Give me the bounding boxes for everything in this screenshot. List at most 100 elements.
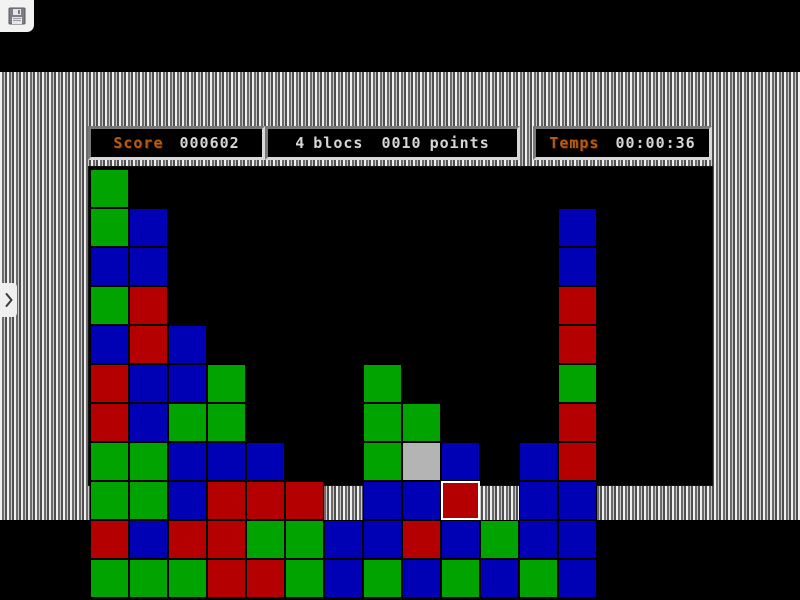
block-cell-green[interactable] [558, 364, 597, 403]
block-cell-blue[interactable] [519, 442, 558, 481]
block-cell-blue[interactable] [363, 520, 402, 559]
block-cell-blue[interactable] [363, 481, 402, 520]
block-cell-blue[interactable] [558, 481, 597, 520]
sidebar-expander-tab[interactable] [0, 283, 17, 317]
block-cell-red[interactable] [129, 286, 168, 325]
block-cell-green[interactable] [363, 442, 402, 481]
block-cell-green[interactable] [363, 403, 402, 442]
block-cell-green[interactable] [129, 481, 168, 520]
block-cell-empty [324, 325, 363, 364]
block-cell-red[interactable] [246, 559, 285, 598]
block-cell-blue[interactable] [129, 364, 168, 403]
block-cell-blue[interactable] [324, 559, 363, 598]
time-panel: Temps 00:00:36 [533, 126, 712, 160]
block-cell-blue[interactable] [558, 247, 597, 286]
block-cell-red[interactable] [168, 520, 207, 559]
block-cell-empty [441, 208, 480, 247]
block-cell-green[interactable] [90, 442, 129, 481]
block-cell-green[interactable] [480, 520, 519, 559]
block-cell-blue[interactable] [168, 481, 207, 520]
block-cell-green[interactable] [207, 364, 246, 403]
block-cell-selected[interactable] [441, 481, 480, 520]
block-cell-blue[interactable] [129, 208, 168, 247]
block-cell-green[interactable] [285, 559, 324, 598]
block-cell-empty [480, 169, 519, 208]
block-cell-green[interactable] [402, 403, 441, 442]
block-cell-red[interactable] [207, 481, 246, 520]
block-cell-empty [519, 247, 558, 286]
block-cell-blue[interactable] [519, 520, 558, 559]
block-cell-blue[interactable] [168, 442, 207, 481]
block-cell-green[interactable] [207, 403, 246, 442]
block-cell-green[interactable] [246, 520, 285, 559]
block-cell-red[interactable] [285, 481, 324, 520]
block-cell-blue[interactable] [207, 442, 246, 481]
block-cell-blue[interactable] [246, 442, 285, 481]
block-cell-blue[interactable] [168, 364, 207, 403]
block-cell-blue[interactable] [441, 520, 480, 559]
block-cell-empty [207, 169, 246, 208]
block-cell-blue[interactable] [558, 559, 597, 598]
block-cell-blue[interactable] [519, 481, 558, 520]
block-cell-empty [246, 325, 285, 364]
block-cell-red[interactable] [558, 442, 597, 481]
block-cell-red[interactable] [90, 403, 129, 442]
block-cell-green[interactable] [90, 481, 129, 520]
block-cell-blue[interactable] [558, 520, 597, 559]
block-cell-empty [363, 325, 402, 364]
block-cell-red[interactable] [207, 520, 246, 559]
save-button[interactable] [0, 0, 34, 32]
block-cell-empty [168, 286, 207, 325]
combo-blocks-label: blocs [313, 134, 364, 152]
block-cell-red[interactable] [558, 403, 597, 442]
block-cell-blue[interactable] [90, 247, 129, 286]
score-panel: Score 000602 [88, 126, 265, 160]
block-cell-green[interactable] [129, 442, 168, 481]
block-cell-empty [324, 208, 363, 247]
chevron-right-icon [4, 292, 14, 308]
block-grid[interactable] [90, 169, 597, 598]
block-cell-green[interactable] [441, 559, 480, 598]
block-cell-empty [519, 325, 558, 364]
block-cell-red[interactable] [558, 286, 597, 325]
block-cell-blue[interactable] [402, 559, 441, 598]
block-cell-green[interactable] [90, 559, 129, 598]
block-cell-red[interactable] [90, 364, 129, 403]
block-cell-blue[interactable] [441, 442, 480, 481]
block-cell-green[interactable] [90, 286, 129, 325]
block-cell-blue[interactable] [324, 520, 363, 559]
block-cell-red[interactable] [246, 481, 285, 520]
block-cell-blue[interactable] [402, 481, 441, 520]
block-cell-gray[interactable] [402, 442, 441, 481]
block-cell-green[interactable] [90, 208, 129, 247]
block-cell-green[interactable] [168, 403, 207, 442]
block-cell-empty [441, 364, 480, 403]
block-cell-blue[interactable] [129, 403, 168, 442]
block-cell-empty [402, 169, 441, 208]
block-cell-blue[interactable] [90, 325, 129, 364]
block-cell-green[interactable] [129, 559, 168, 598]
block-cell-red[interactable] [207, 559, 246, 598]
block-cell-red[interactable] [129, 325, 168, 364]
combo-points-value: 0010 [381, 134, 422, 152]
block-cell-empty [519, 364, 558, 403]
block-cell-green[interactable] [363, 559, 402, 598]
block-cell-empty [402, 247, 441, 286]
block-cell-empty [207, 286, 246, 325]
block-cell-green[interactable] [168, 559, 207, 598]
block-cell-green[interactable] [363, 364, 402, 403]
block-cell-green[interactable] [285, 520, 324, 559]
block-cell-blue[interactable] [480, 559, 519, 598]
block-cell-red[interactable] [402, 520, 441, 559]
block-cell-green[interactable] [90, 169, 129, 208]
playfield[interactable] [88, 166, 713, 598]
block-cell-blue[interactable] [168, 325, 207, 364]
block-cell-green[interactable] [519, 559, 558, 598]
block-cell-red[interactable] [90, 520, 129, 559]
block-cell-blue[interactable] [129, 247, 168, 286]
block-cell-blue[interactable] [129, 520, 168, 559]
block-cell-red[interactable] [558, 325, 597, 364]
block-cell-empty [324, 247, 363, 286]
block-cell-blue[interactable] [558, 208, 597, 247]
